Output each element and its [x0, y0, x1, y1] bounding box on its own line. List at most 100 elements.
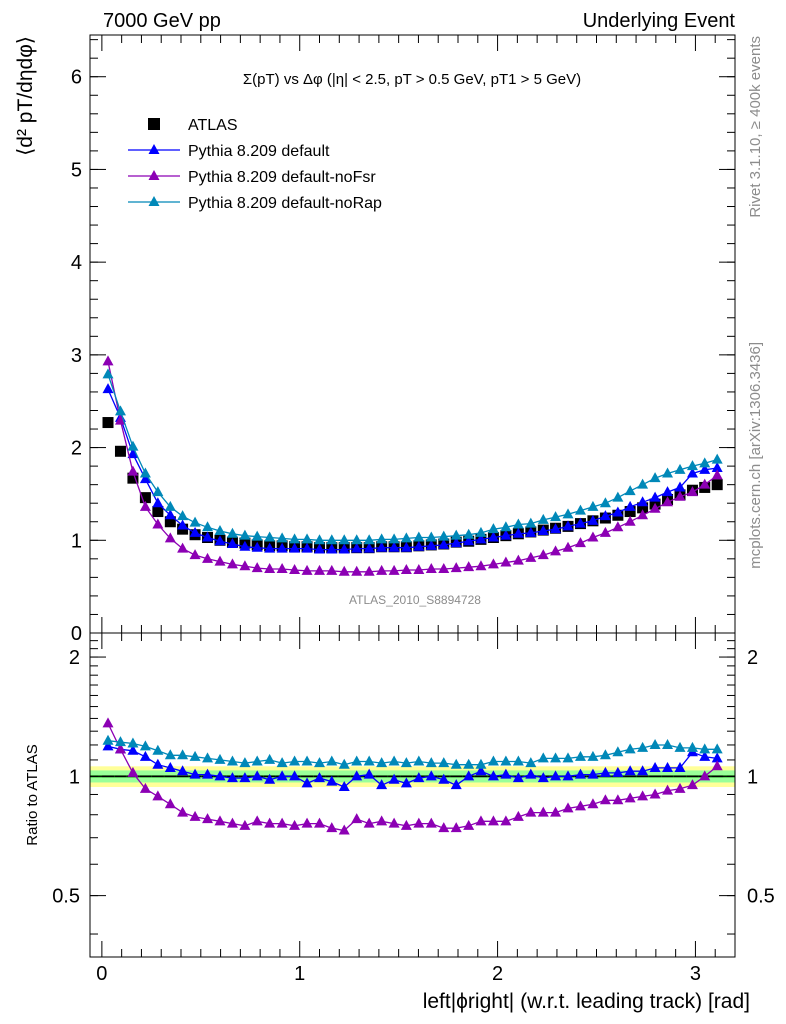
mc-point: [251, 562, 263, 573]
ratio-point: [152, 790, 164, 801]
ratio-point: [537, 752, 549, 763]
mc-point: [164, 500, 176, 511]
ratio-point: [376, 815, 388, 826]
mc-point: [637, 496, 649, 507]
mc-point: [574, 504, 586, 515]
mc-point: [500, 529, 512, 540]
mc-point: [226, 537, 238, 548]
ratio-point: [587, 768, 599, 779]
mc-point: [276, 532, 288, 543]
mc-point: [562, 541, 574, 552]
mc-point: [363, 534, 375, 545]
mc-point: [127, 440, 139, 451]
mc-point: [114, 414, 126, 425]
mc-point: [487, 523, 499, 534]
legend-marker: [148, 118, 160, 130]
ratio-point: [376, 779, 388, 790]
ratio-point: [649, 761, 661, 772]
ratio-point: [314, 817, 326, 828]
ratio-point: [264, 817, 276, 828]
ratio-point: [413, 772, 425, 783]
ratio-point: [301, 817, 313, 828]
ratio-point: [338, 780, 350, 791]
ratio-point: [550, 752, 562, 763]
mc-point: [139, 500, 151, 511]
mc-point: [624, 500, 636, 511]
main-y-axis-label: ⟨d² pT/dηdφ⟩: [14, 36, 37, 156]
ratio-point: [177, 765, 189, 776]
ratio-point: [450, 779, 462, 790]
mc-point: [711, 469, 723, 480]
mc-point: [326, 543, 338, 554]
mc-point: [388, 533, 400, 544]
ratio-point: [226, 755, 238, 766]
ratio-point: [388, 755, 400, 766]
mc-point: [624, 485, 636, 496]
ratio-point: [699, 770, 711, 781]
mc-point: [487, 531, 499, 542]
ratio-point: [674, 782, 686, 793]
atlas-point: [139, 492, 151, 504]
ratio-point: [127, 744, 139, 755]
ratio-point: [637, 741, 649, 752]
ratio-point: [599, 766, 611, 777]
mc-point: [351, 534, 363, 545]
mc-point: [139, 467, 151, 478]
mc-point: [102, 383, 114, 394]
ratio-data-layer: [102, 717, 723, 835]
ratio-point: [152, 744, 164, 755]
header-right-label: Underlying Event: [583, 10, 736, 32]
mc-point: [475, 560, 487, 571]
ratio-point: [487, 815, 499, 826]
series-1: [102, 383, 723, 554]
ratio-point: [711, 760, 723, 771]
ratio-point: [363, 817, 375, 828]
mc-point: [686, 460, 698, 471]
mc-point: [649, 472, 661, 483]
mc-point: [326, 564, 338, 575]
mc-point: [388, 541, 400, 552]
mc-point: [450, 537, 462, 548]
mc-point: [525, 526, 537, 537]
mc-point: [226, 527, 238, 538]
main-y-tick-label: 3: [71, 345, 82, 367]
ratio-point: [674, 741, 686, 752]
mc-point: [599, 526, 611, 537]
mc-point: [202, 531, 214, 542]
ratio-point: [400, 757, 412, 768]
mc-point: [226, 558, 238, 569]
mc-point: [587, 514, 599, 525]
mc-point: [475, 533, 487, 544]
main-plot-panel: 0 1 2 3 4 5 6 Σ(pT) vs Δφ (|η| < 2.5, pT > 0.5…: [14, 34, 736, 645]
mc-point: [376, 564, 388, 575]
ratio-point: [164, 761, 176, 772]
ratio-point: [264, 773, 276, 784]
mc-point: [649, 502, 661, 513]
mc-point: [512, 554, 524, 565]
ratio-point: [686, 741, 698, 752]
mc-point: [127, 465, 139, 476]
ratio-point: [363, 755, 375, 766]
ratio-point: [214, 770, 226, 781]
ratio-point: [202, 813, 214, 824]
ratio-point: [338, 824, 350, 835]
mc-point: [637, 509, 649, 520]
mc-point: [463, 561, 475, 572]
ratio-point: [301, 777, 313, 788]
ratio-point: [314, 757, 326, 768]
ratio-point: [574, 800, 586, 811]
ratio-axes: 0.5 0.5 1 1 2 2 0 1 2 3: [52, 633, 775, 985]
mc-point: [214, 525, 226, 536]
mc-point: [686, 467, 698, 478]
ratio-point: [525, 806, 537, 817]
ratio-point: [612, 766, 624, 777]
ratio-y-axis-label: Ratio to ATLAS: [24, 744, 41, 845]
ratio-point: [649, 738, 661, 749]
ratio-point: [425, 770, 437, 781]
ratio-point: [624, 765, 636, 776]
x-tick-label: 1: [294, 963, 305, 985]
mc-point: [363, 565, 375, 576]
ratio-point: [438, 773, 450, 784]
ratio-y-tick-label-right: 1: [747, 766, 758, 788]
